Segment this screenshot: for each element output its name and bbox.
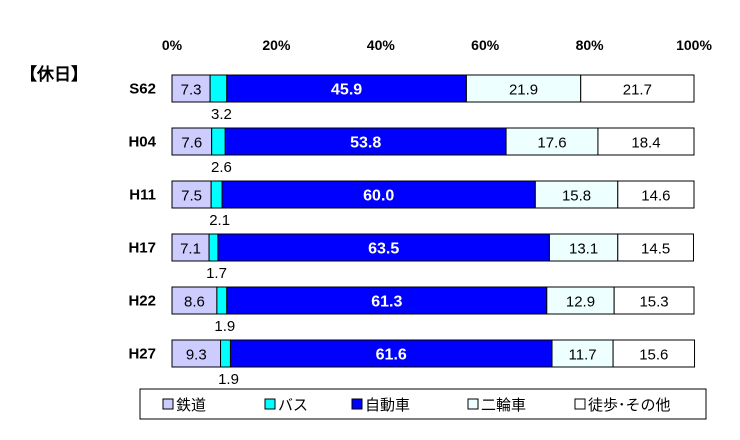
legend-label: 徒歩･その他 <box>588 397 671 414</box>
category-label: H11 <box>129 187 156 204</box>
bar-group: H04 7.6 2.6 53.8 17.6 18.4 <box>128 127 695 176</box>
category-label: H27 <box>128 346 156 363</box>
bar-segment <box>211 127 226 156</box>
bar-segment <box>597 127 695 156</box>
legend-label: 鉄道 <box>176 397 206 414</box>
bar-segment <box>171 286 218 315</box>
bar-segment <box>220 339 231 368</box>
bar-segment <box>209 74 228 103</box>
bar-segment <box>613 286 695 315</box>
data-label: 15.3 <box>639 294 668 311</box>
bar-segment <box>210 180 223 209</box>
data-label: 63.5 <box>368 241 399 258</box>
bar-segment <box>216 286 228 315</box>
x-tick-label: 0% <box>162 37 183 53</box>
data-label: 7.1 <box>180 241 201 258</box>
bar-segment <box>617 233 694 262</box>
data-label: 11.7 <box>569 347 597 364</box>
bar-segment <box>580 74 695 103</box>
bar-segment <box>171 74 211 103</box>
legend-swatch <box>351 398 363 410</box>
bar-group: H27 9.3 1.9 61.6 11.7 15.6 <box>128 339 696 388</box>
legend-swatch <box>264 398 276 410</box>
data-label: 7.5 <box>181 188 202 205</box>
data-label: 14.5 <box>641 241 670 258</box>
data-label: 1.9 <box>214 318 235 335</box>
bar-group: H17 7.1 1.7 63.5 13.1 14.5 <box>128 233 694 282</box>
data-label: 7.3 <box>181 82 202 99</box>
data-label: 3.2 <box>211 106 232 123</box>
bar-segment <box>171 339 222 368</box>
x-axis-ticks: 0% 20% 40% 60% 80% 100% <box>162 37 713 53</box>
legend-label: 自動車 <box>365 397 410 414</box>
bar-segment <box>546 286 615 315</box>
data-label: 1.7 <box>206 265 227 282</box>
chart-title: 【休日】 <box>20 64 88 84</box>
legend-item: 徒歩･その他 <box>574 397 671 414</box>
x-tick-label: 100% <box>676 37 712 53</box>
data-label: 53.8 <box>350 135 381 152</box>
bar-segment <box>171 180 212 209</box>
legend-item: 自動車 <box>351 397 410 414</box>
data-label: 61.6 <box>376 347 407 364</box>
bar-segment <box>612 339 696 368</box>
category-label: H17 <box>128 240 156 257</box>
x-tick-label: 60% <box>471 37 500 53</box>
bar-segment <box>465 74 582 103</box>
data-label: 13.1 <box>569 241 598 258</box>
data-label: 21.9 <box>509 82 538 99</box>
legend-item: 二輪車 <box>467 397 526 414</box>
bar-segment <box>171 233 210 262</box>
legend-swatch <box>467 398 479 410</box>
bar-segment <box>208 233 219 262</box>
data-label: 9.3 <box>186 347 207 364</box>
data-label: 17.6 <box>537 135 566 152</box>
category-label: H04 <box>128 134 156 151</box>
legend: 鉄道 バス 自動車 二輪車 徒歩･その他 <box>139 388 707 420</box>
bar-group: S62 7.3 3.2 45.9 21.9 21.7 <box>129 74 695 123</box>
data-label: 45.9 <box>331 82 362 99</box>
category-label: H22 <box>128 293 156 310</box>
bar-segment <box>171 127 213 156</box>
data-label: 14.6 <box>641 188 670 205</box>
data-label: 2.1 <box>209 212 230 229</box>
legend-swatch <box>162 398 174 410</box>
legend-label: 二輪車 <box>481 397 526 414</box>
legend-item: バス <box>264 397 308 414</box>
bar-segment <box>505 127 599 156</box>
bar-segment <box>224 127 507 156</box>
data-label: 15.6 <box>639 347 668 364</box>
data-label: 60.0 <box>363 188 394 205</box>
data-label: 12.9 <box>566 294 595 311</box>
data-label: 8.6 <box>184 294 205 311</box>
x-tick-label: 20% <box>262 37 291 53</box>
data-label: 7.6 <box>181 135 202 152</box>
data-label: 1.9 <box>218 371 239 388</box>
bar-segment <box>229 339 553 368</box>
data-label: 61.3 <box>371 294 402 311</box>
legend-swatch <box>574 398 586 410</box>
data-label: 2.6 <box>211 159 232 176</box>
bar-segment <box>217 233 550 262</box>
bar-segment <box>226 74 467 103</box>
category-label: S62 <box>129 81 156 98</box>
data-label: 15.8 <box>562 188 591 205</box>
x-tick-label: 40% <box>367 37 396 53</box>
bar-segment <box>617 180 695 209</box>
bar-segment <box>226 286 548 315</box>
bar-segment <box>221 180 536 209</box>
bar-group: H11 7.5 2.1 60.0 15.8 14.6 <box>129 180 695 229</box>
data-label: 18.4 <box>631 135 660 152</box>
bar-segment <box>551 339 614 368</box>
x-tick-label: 80% <box>576 37 605 53</box>
bars: S62 7.3 3.2 45.9 21.9 21.7 H04 7.6 2.6 53.8 17.6 18… <box>128 74 696 388</box>
legend-item: 鉄道 <box>162 397 206 414</box>
data-label: 21.7 <box>623 82 652 99</box>
legend-label: バス <box>278 397 308 414</box>
legend-box <box>139 388 707 420</box>
bar-group: H22 8.6 1.9 61.3 12.9 15.3 <box>128 286 695 335</box>
